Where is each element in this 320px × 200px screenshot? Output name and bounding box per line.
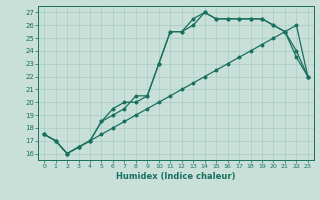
X-axis label: Humidex (Indice chaleur): Humidex (Indice chaleur) bbox=[116, 172, 236, 181]
